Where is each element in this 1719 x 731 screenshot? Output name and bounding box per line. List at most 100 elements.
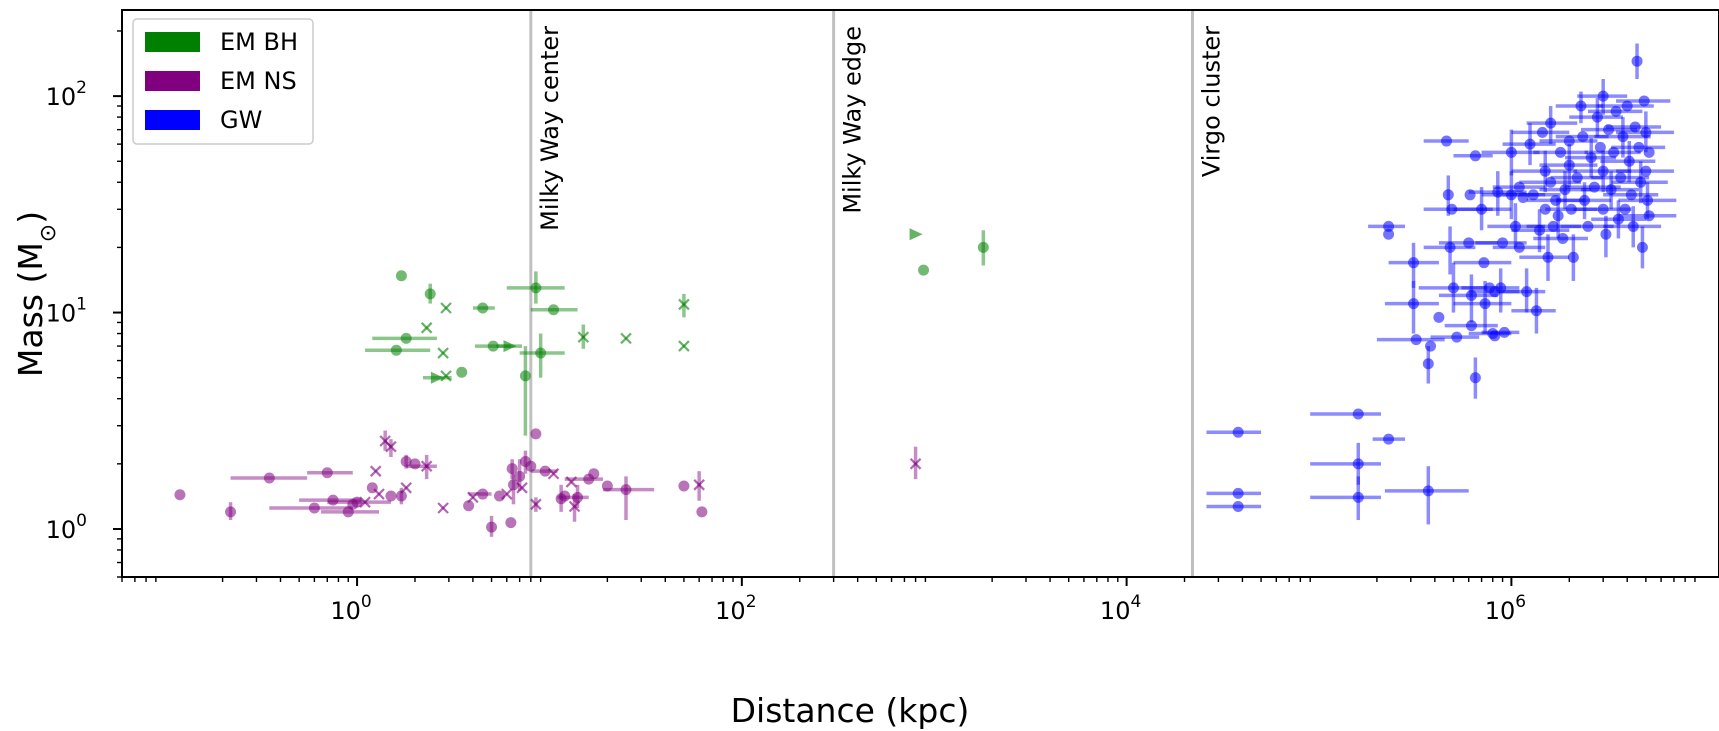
data-point-1-29 (507, 479, 519, 491)
y-axis-label-close: ) (11, 211, 50, 224)
legend-label-0: EM BH (220, 28, 298, 56)
data-point-1-46 (601, 480, 613, 492)
data-point-1-27 (500, 488, 513, 500)
data-point-layer (174, 55, 1655, 533)
data-point-2-43 (1513, 241, 1525, 253)
data-point-1-23 (477, 488, 489, 500)
legend-label-1: EM NS (220, 67, 297, 95)
legend: EM BH EM NS GW (132, 18, 314, 145)
data-point-0-12 (503, 340, 517, 353)
data-point-1-21 (437, 502, 449, 514)
data-point-2-11 (1408, 298, 1420, 310)
plot-frame (121, 9, 1719, 578)
data-point-0-17 (577, 331, 590, 343)
data-point-2-82 (1610, 105, 1622, 117)
data-point-1-32 (516, 482, 528, 494)
x-tick-label-3: 106 (1485, 592, 1526, 625)
reference-line-label-1: Milky Way edge (839, 26, 867, 214)
data-point-2-18 (1444, 241, 1456, 253)
data-point-2-59 (1554, 146, 1566, 158)
data-point-1-11 (369, 465, 382, 477)
data-point-2-50 (1536, 126, 1548, 138)
data-point-2-62 (1563, 135, 1575, 147)
data-point-2-64 (1565, 203, 1577, 215)
data-point-1-13 (385, 440, 397, 453)
data-point-2-83 (1612, 213, 1624, 225)
data-point-1-3 (308, 502, 320, 514)
data-point-2-36 (1495, 282, 1507, 294)
data-point-1-49 (693, 479, 705, 491)
data-point-2-14 (1425, 340, 1437, 352)
data-point-2-94 (1635, 176, 1647, 188)
x-tick-label-0: 100 (330, 592, 371, 625)
data-point-1-41 (565, 476, 578, 488)
errorbar-layer (228, 43, 1677, 537)
legend-swatch-2 (145, 110, 200, 130)
data-point-2-52 (1539, 203, 1551, 215)
data-point-2-77 (1597, 203, 1609, 215)
data-point-0-14 (548, 304, 560, 316)
data-point-2-73 (1591, 111, 1603, 123)
data-point-0-3 (390, 344, 402, 356)
data-point-1-37 (539, 465, 551, 477)
data-point-2-72 (1588, 181, 1600, 193)
y-tick-label-1: 101 (46, 295, 87, 328)
data-point-2-80 (1605, 184, 1617, 196)
data-point-2-60 (1557, 232, 1569, 244)
data-point-0-16 (519, 370, 531, 382)
data-point-2-42 (1513, 181, 1525, 193)
annotation-layer: Milky Way center Milky Way edge Virgo clus… (529, 10, 1225, 577)
data-point-1-31 (514, 470, 526, 482)
data-point-2-28 (1476, 203, 1488, 215)
data-point-2-12 (1410, 334, 1422, 346)
data-point-2-100 (1643, 210, 1655, 222)
data-point-1-20 (400, 482, 412, 494)
data-point-2-41 (1509, 220, 1521, 232)
data-point-2-56 (1547, 220, 1559, 232)
data-point-1-17 (400, 456, 412, 468)
data-point-2-13 (1422, 358, 1434, 370)
data-point-2-25 (1465, 320, 1477, 332)
data-point-0-2 (400, 332, 412, 344)
data-point-0-7 (430, 371, 444, 384)
data-point-2-101 (1643, 146, 1655, 158)
data-point-2-76 (1597, 165, 1609, 177)
data-point-2-44 (1517, 192, 1529, 204)
data-point-1-16 (395, 490, 407, 502)
data-point-2-87 (1621, 100, 1633, 112)
data-point-1-18 (409, 458, 421, 470)
data-point-0-22 (918, 264, 930, 276)
data-point-2-29 (1478, 257, 1490, 269)
data-point-2-6 (1383, 433, 1395, 445)
legend-swatch-0 (145, 32, 200, 52)
reference-line-label-2: Virgo cluster (1197, 26, 1225, 177)
data-point-1-48 (678, 480, 690, 492)
data-point-1-4 (321, 467, 333, 479)
data-point-1-14 (373, 488, 385, 500)
data-point-1-24 (467, 491, 479, 504)
data-point-1-38 (547, 467, 560, 480)
data-point-1-43 (568, 500, 581, 513)
data-point-1-42 (572, 491, 584, 503)
data-point-2-88 (1623, 155, 1635, 167)
data-point-0-8 (440, 370, 452, 382)
data-point-1-28 (506, 463, 518, 475)
data-point-2-89 (1625, 189, 1637, 201)
data-point-2-75 (1597, 90, 1609, 102)
data-point-2-26 (1469, 372, 1481, 384)
data-point-0-4 (420, 322, 433, 334)
data-point-1-45 (588, 468, 600, 480)
data-point-0-11 (487, 340, 499, 352)
data-point-0-23 (977, 241, 989, 253)
data-point-2-57 (1550, 194, 1562, 206)
data-point-2-61 (1559, 184, 1571, 196)
data-point-0-19 (678, 298, 690, 311)
data-point-1-1 (225, 506, 237, 518)
reference-line-label-0: Milky Way center (536, 26, 564, 231)
data-point-1-50 (696, 506, 708, 518)
data-point-1-30 (505, 517, 517, 529)
data-point-2-85 (1617, 131, 1629, 143)
data-point-2-92 (1631, 55, 1643, 67)
y-axis-label: Mass (M⊙) (11, 211, 61, 377)
